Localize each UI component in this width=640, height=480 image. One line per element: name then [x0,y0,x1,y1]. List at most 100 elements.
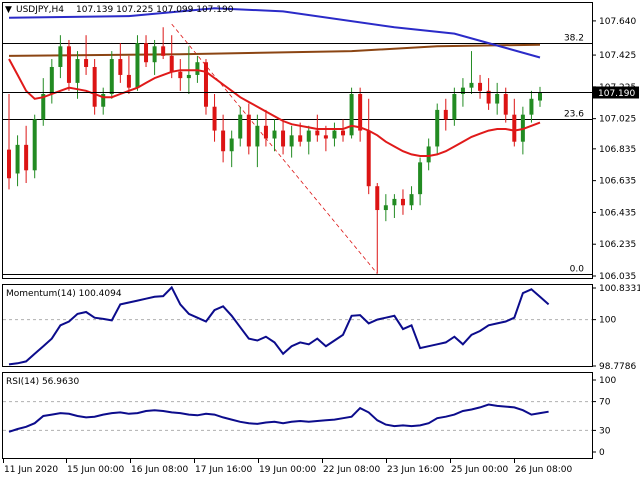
candle-body [84,59,89,67]
candle-body [538,92,542,101]
axes: 107.640107.425107.225107.025106.835106.6… [3,17,640,475]
time-tick-label: 22 Jun 08:00 [323,465,380,475]
candle-body [289,135,294,147]
candle-body [469,82,474,88]
candle-body [186,74,191,79]
candle-body [478,82,483,91]
momentum-tick-label: 98.7786 [599,362,636,372]
candle-body [178,71,183,79]
fib-label: 38.2 [564,34,584,44]
candle-body [66,46,71,83]
candle-body [126,74,131,88]
time-tick-label: 25 Jun 00:00 [451,465,508,475]
candle-body [341,130,346,136]
candle-body [366,130,371,187]
price-tick-label: 106.835 [599,145,636,155]
candle-body [24,144,29,171]
fib-label: 23.6 [564,110,584,120]
candle-body [109,59,114,95]
time-tick-label: 16 Jun 08:00 [131,465,188,475]
candle-body [41,94,46,120]
price-tick-label: 106.235 [599,240,636,250]
price-tick-label: 107.425 [599,51,636,61]
candle-body [495,94,500,104]
candle-body [315,130,320,136]
candle-body [460,87,465,95]
current-price-box [593,86,639,99]
candle-body [152,46,157,63]
candle-body [435,109,440,147]
candle-body [281,130,286,147]
candle-body [255,125,260,147]
symbol-label: USDJPY,H4 [16,5,64,15]
collapse-triangle-icon[interactable]: ▼ [5,5,12,15]
rsi-tick-label: 100 [599,376,616,386]
candle-body [212,106,217,131]
candle-body [426,146,431,163]
candle-body [49,66,54,95]
price-panel [2,2,593,279]
candle-body [32,119,37,171]
rsi-tick-label: 30 [599,426,611,436]
candle-body [486,90,491,104]
candle-body [443,109,448,120]
price-tick-label: 106.635 [599,177,636,187]
candle-body [383,205,388,211]
price-tick-label: 106.435 [599,208,636,218]
momentum-tick-label: 100.8331 [599,284,640,294]
candle-body [246,114,251,147]
candle-body [298,135,303,142]
candle-body [358,94,363,131]
candle-body [169,55,174,72]
momentum-title: Momentum(14) 100.4094 [6,289,122,299]
candle-body [75,59,80,83]
candle-body [221,130,226,152]
candle-body [323,135,328,139]
momentum-line [8,285,550,366]
time-tick-label: 17 Jun 16:00 [195,465,252,475]
sma-slow-line [8,43,541,57]
candle-body [238,114,243,139]
candle-body [161,46,166,56]
candle-body [409,194,414,206]
rsi-tick-label: 0 [599,448,605,458]
time-tick-label: 26 Jun 08:00 [515,465,572,475]
sma-mid-line [8,7,541,59]
candle-body [101,94,106,107]
candle-body [400,198,405,206]
time-tick-label: 19 Jun 00:00 [259,465,316,475]
candle-body [375,186,380,211]
rsi-plot [3,401,592,433]
price-plot: 38.2 23.6 0.0 [3,7,592,275]
price-tick-label: 106.035 [599,272,636,282]
rsi-line [8,403,549,433]
momentum-panel [2,284,593,367]
time-tick-label: 23 Jun 16:00 [387,465,444,475]
candle-body [15,144,20,174]
candle-body [332,130,337,139]
sma-fast-line [8,58,541,157]
rsi-tick-label: 70 [599,398,611,408]
candle-body [144,43,149,63]
candle-body [452,94,457,120]
candle-body [272,130,277,139]
candle-body [195,62,200,75]
candle-body [512,114,517,142]
candle-body [529,98,534,115]
candle-body [418,162,423,195]
candle-body [349,94,354,136]
ohlc-label: 107.139 107.225 107.099 107.190 [76,5,234,15]
rsi-title: RSI(14) 56.9630 [6,377,79,387]
fib-label: 0.0 [570,265,585,275]
candle-body [203,62,208,107]
candle-body [118,59,123,75]
price-tick-label: 107.025 [599,115,636,125]
current-price-label: 107.190 [598,89,635,99]
candle-body [306,130,311,142]
candle-body [7,149,11,179]
momentum-plot [3,285,592,366]
time-tick-label: 15 Jun 00:00 [67,465,124,475]
candle-body [263,125,268,139]
price-tick-label: 107.640 [599,17,636,27]
